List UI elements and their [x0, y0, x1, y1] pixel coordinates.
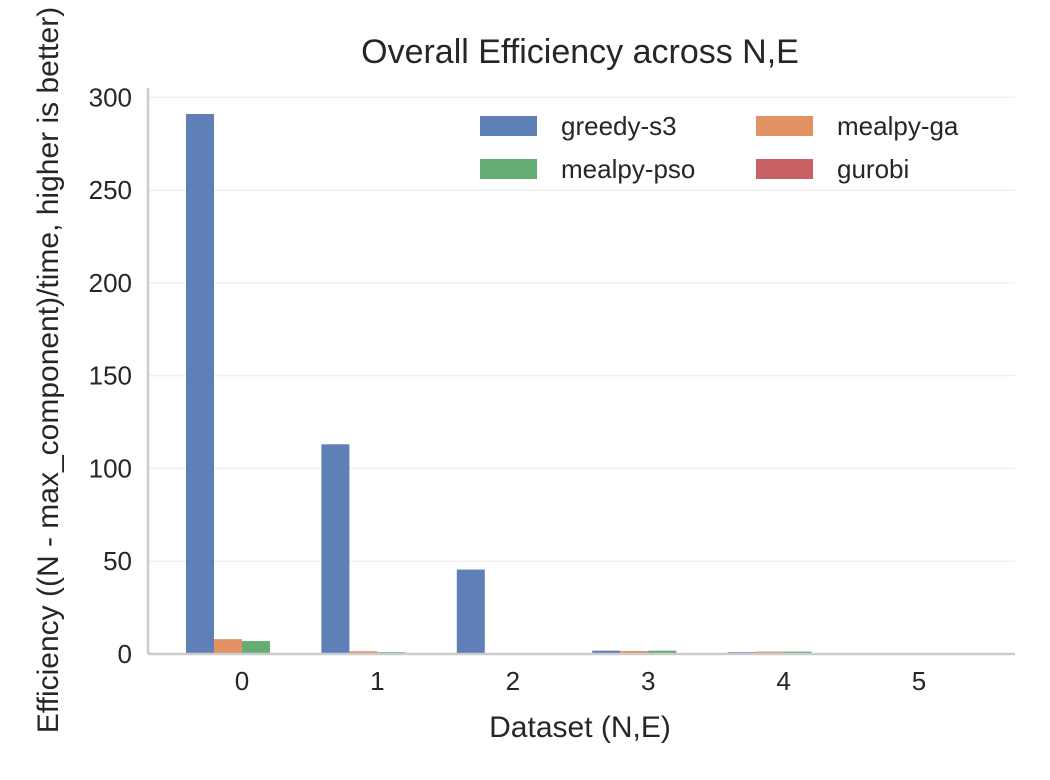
- bar-greedy-s3-1: [321, 444, 350, 654]
- legend-label-mealpy-pso: mealpy-pso: [561, 154, 695, 184]
- x-axis-label: Dataset (N,E): [489, 711, 671, 744]
- y-tick-label: 250: [89, 175, 132, 205]
- y-tick-label: 50: [103, 546, 132, 576]
- bar-mealpy-ga-0: [214, 639, 242, 654]
- legend-swatch-gurobi: [756, 159, 813, 179]
- chart-title: Overall Efficiency across N,E: [361, 33, 799, 71]
- legend-label-greedy-s3: greedy-s3: [561, 111, 677, 141]
- legend-swatch-greedy-s3: [480, 116, 537, 136]
- legend-label-mealpy-ga: mealpy-ga: [837, 111, 959, 141]
- y-tick-labels: 0 50 100 150 200 250 300: [89, 82, 132, 669]
- y-tick-label: 200: [89, 268, 132, 298]
- y-tick-label: 0: [118, 639, 132, 669]
- bar-greedy-s3-2: [456, 569, 485, 654]
- y-tick-label: 300: [89, 82, 132, 112]
- bar-greedy-s3-0: [186, 113, 214, 654]
- legend: greedy-s3 mealpy-ga mealpy-pso gurobi: [480, 111, 959, 184]
- bar-greedy-s3-3: [592, 650, 621, 654]
- bar-mealpy-ga-3: [620, 651, 649, 654]
- y-tick-label: 150: [89, 361, 132, 391]
- y-axis-label: Efficiency ((N - max_component)/time, hi…: [32, 7, 65, 733]
- x-tick-label: 2: [506, 666, 520, 696]
- bar-mealpy-ga-1: [349, 651, 378, 654]
- x-tick-label: 3: [641, 666, 655, 696]
- x-tick-label: 1: [370, 666, 384, 696]
- y-tick-label: 100: [89, 453, 132, 483]
- legend-swatch-mealpy-ga: [756, 116, 813, 136]
- bars: [186, 113, 947, 654]
- x-tick-label: 4: [776, 666, 790, 696]
- legend-swatch-mealpy-pso: [480, 159, 537, 179]
- bar-mealpy-pso-0: [242, 641, 270, 654]
- legend-label-gurobi: gurobi: [837, 154, 909, 184]
- gridlines: [148, 96, 1015, 562]
- x-tick-labels: 0 1 2 3 4 5: [235, 666, 926, 696]
- x-tick-label: 5: [912, 666, 926, 696]
- bar-mealpy-pso-3: [648, 650, 677, 654]
- x-tick-label: 0: [235, 666, 249, 696]
